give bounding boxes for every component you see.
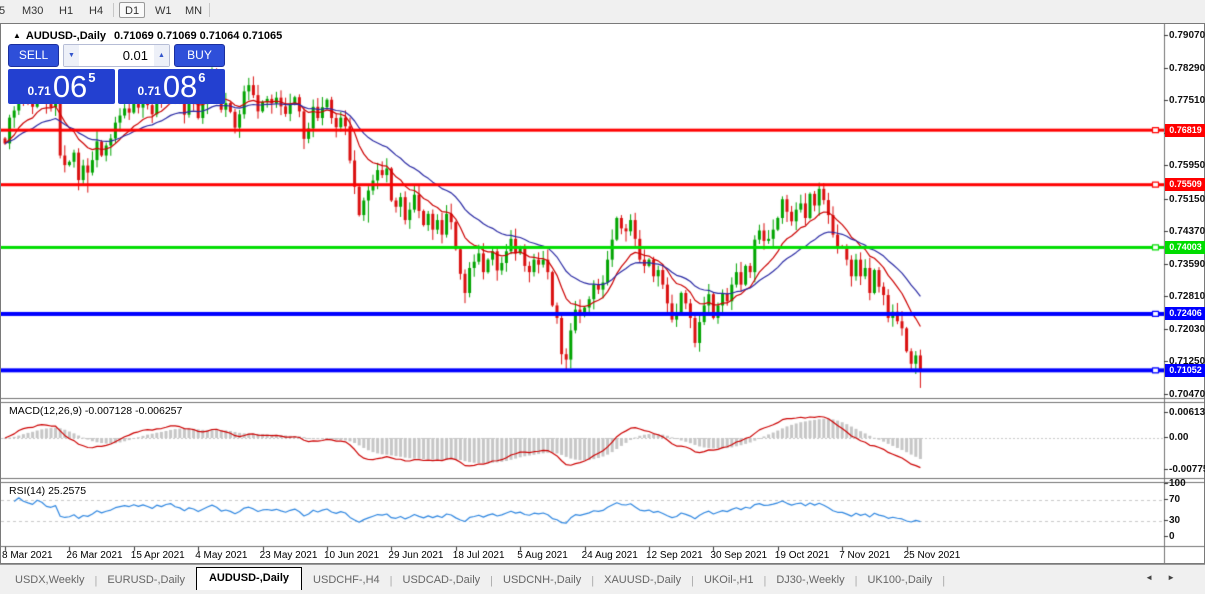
hline-price-label: 0.72406 <box>1165 307 1205 321</box>
price-axis-tick: 0.71250 <box>1169 356 1205 368</box>
timeframe-button-m30[interactable]: M30 <box>22 5 44 17</box>
rsi-axis-tick: 30 <box>1169 515 1181 527</box>
bid-price-base: 0.71 <box>27 84 51 98</box>
chart-window: ▲ AUDUSD-,Daily 0.71069 0.71069 0.71064 0.… <box>0 23 1205 564</box>
price-axis-tick: 0.75150 <box>1169 193 1205 205</box>
date-axis-label: 12 Sep 2021 <box>646 550 703 561</box>
rsi-axis-tick: 100 <box>1169 478 1186 489</box>
timeframe-button-d1[interactable]: D1 <box>119 2 146 18</box>
tab-separator: | <box>691 575 694 587</box>
macd-axis-tick: 0.006132 <box>1169 406 1205 418</box>
bid-price-pipette: 5 <box>88 70 96 85</box>
date-axis-label: 19 Oct 2021 <box>774 550 830 561</box>
date-axis-label: 15 Apr 2021 <box>130 550 185 561</box>
chart-title-bar: ▲ AUDUSD-,Daily 0.71069 0.71069 0.71064 0.… <box>13 30 282 42</box>
macd-axis-tick: 0.00 <box>1169 432 1189 443</box>
tab-separator: | <box>389 575 393 587</box>
tab-separator: | <box>942 575 946 587</box>
price-axis-tick: 0.73590 <box>1169 258 1205 270</box>
chart-tab-bar: USDX,Weekly | EURUSD-,Daily AUDUSD-,Daily … <box>0 564 1205 594</box>
timeframe-button-h1[interactable]: H1 <box>59 5 74 17</box>
chart-tab-dj30-weekly[interactable]: DJ30-,Weekly <box>776 574 845 586</box>
date-axis-label: 30 Sep 2021 <box>710 550 768 561</box>
sell-price-box[interactable]: 0.71 06 5 <box>8 69 115 104</box>
one-click-trade-panel: SELL ▼ 0.01 ▲ BUY 0.71 06 5 <box>8 44 225 104</box>
sell-button[interactable]: SELL <box>8 44 59 67</box>
price-axis-tick: 0.72030 <box>1169 323 1205 335</box>
price-axis-tick: 0.70470 <box>1169 388 1205 400</box>
date-axis-label: 25 Nov 2021 <box>903 550 961 561</box>
chart-symbol-title: AUDUSD-,Daily <box>25 30 106 42</box>
date-axis-label: 10 Jun 2021 <box>324 550 380 561</box>
spinner-up-icon: ▲ <box>158 52 165 59</box>
rsi-axis-tick: 0 <box>1169 531 1175 542</box>
toolbar-separator <box>209 3 210 17</box>
tab-separator: | <box>763 575 767 587</box>
hline-price-label: 0.71052 <box>1165 363 1205 377</box>
tab-separator: | <box>591 575 595 587</box>
rsi-indicator-label: RSI(14) 25.2575 <box>9 485 87 497</box>
macd-axis-tick: -0.00775 <box>1169 463 1205 475</box>
chart-tab-usdchf-h4[interactable]: USDCHF-,H4 <box>313 574 380 586</box>
date-axis-label: 24 Aug 2021 <box>581 550 638 561</box>
ask-price-pipette: 6 <box>198 70 206 85</box>
timeframe-button-mn[interactable]: MN <box>185 5 203 17</box>
tab-scroll-right-icon[interactable]: ► <box>1167 573 1175 582</box>
buy-button[interactable]: BUY <box>174 44 225 67</box>
chart-tab-audusd-daily[interactable]: AUDUSD-,Daily <box>195 567 303 590</box>
volume-input[interactable]: 0.01 <box>79 45 154 66</box>
volume-spinner: ▼ 0.01 ▲ <box>63 44 170 67</box>
timeframe-button-w1[interactable]: W1 <box>155 5 172 17</box>
price-axis-tick: 0.77510 <box>1169 95 1205 107</box>
macd-indicator-label: MACD(12,26,9) -0.007128 -0.006257 <box>9 405 183 417</box>
chart-tab-eurusd-daily[interactable]: EURUSD-,Daily <box>107 574 185 586</box>
price-axis-tick: 0.79070 <box>1169 30 1205 42</box>
spinner-down-icon: ▼ <box>68 52 75 59</box>
timeframe-button-h4[interactable]: H4 <box>89 5 104 17</box>
volume-increase-button[interactable]: ▲ <box>154 45 169 66</box>
ask-price-big: 08 <box>162 69 198 104</box>
chart-tab-ukoil-h1[interactable]: UKOil-,H1 <box>703 574 754 586</box>
tab-separator: | <box>490 575 494 587</box>
hline-price-label: 0.74003 <box>1165 240 1205 254</box>
price-axis-tick: 0.75950 <box>1169 160 1205 172</box>
chart-tab-xauusd-daily[interactable]: XAUUSD-,Daily <box>604 574 682 586</box>
price-axis-tick: 0.72810 <box>1169 291 1205 303</box>
volume-decrease-button[interactable]: ▼ <box>64 45 79 66</box>
chart-tab-uk100-daily[interactable]: UK100-,Daily <box>867 574 933 586</box>
chart-collapse-icon[interactable]: ▲ <box>13 31 21 40</box>
date-axis-label: 23 May 2021 <box>259 550 318 561</box>
price-axis-tick: 0.74370 <box>1169 226 1205 238</box>
timeframe-button-partial[interactable]: 5 <box>0 5 6 17</box>
bid-price-big: 06 <box>52 69 88 104</box>
date-axis-label: 5 Aug 2021 <box>517 550 568 561</box>
date-axis-label: 26 Mar 2021 <box>66 550 123 561</box>
date-axis-label: 7 Nov 2021 <box>839 550 891 561</box>
toolbar-separator <box>113 3 114 17</box>
price-chart-canvas[interactable] <box>1 24 1205 563</box>
price-axis-tick: 0.78290 <box>1169 62 1205 74</box>
chart-tab-usdx-weekly[interactable]: USDX,Weekly <box>15 574 85 586</box>
timeframe-toolbar: 5 M30 H1 H4 D1 W1 MN <box>0 0 1205 23</box>
hline-price-label: 0.75509 <box>1165 178 1205 192</box>
tab-scroll-left-icon[interactable]: ◄ <box>1145 573 1153 582</box>
ask-price-base: 0.71 <box>137 84 161 98</box>
date-axis-label: 8 Mar 2021 <box>2 550 53 561</box>
hline-price-label: 0.76819 <box>1165 123 1205 137</box>
rsi-axis-tick: 70 <box>1169 493 1181 505</box>
date-axis-label: 18 Jul 2021 <box>452 550 505 561</box>
tab-separator: | <box>94 575 98 587</box>
chart-tab-usdcad-daily[interactable]: USDCAD-,Daily <box>402 574 481 586</box>
chart-tab-usdcnh-daily[interactable]: USDCNH-,Daily <box>503 574 582 586</box>
tab-separator: | <box>854 575 858 587</box>
date-axis-label: 4 May 2021 <box>195 550 248 561</box>
chart-ohlc-values: 0.71069 0.71069 0.71064 0.71065 <box>114 30 283 42</box>
date-axis-label: 29 Jun 2021 <box>388 550 444 561</box>
buy-price-box[interactable]: 0.71 08 6 <box>118 69 225 104</box>
